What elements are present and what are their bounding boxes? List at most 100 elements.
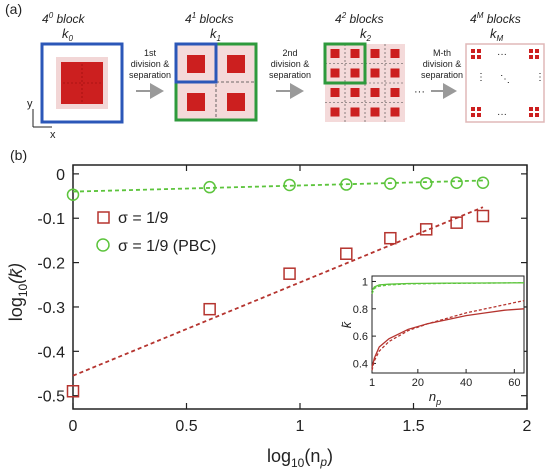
inset-plot: 1 20 40 60 1 0.8 0.6 0.4 np k̄ [339,275,525,407]
block-2-diagram [323,42,405,122]
sub-block [330,49,340,58]
point-series-2 [419,176,433,190]
legend-label-series-1: σ = 1/9 [118,210,168,227]
panel-a: (a) 40 block k0 41 blocks k1 42 blocks k… [5,1,545,141]
inset-y-axis-label: k̄ [339,320,354,328]
x-tick-label: 0.5 [175,418,197,435]
sub-block [330,88,340,97]
svg-text:k2: k2 [360,26,372,43]
point-series-1 [203,302,216,316]
block-1-diagram [174,42,258,122]
step-2-label: 2nd division & separation [269,48,311,80]
main-fit-lines [72,179,484,377]
inset-line-red-dashed [371,299,525,371]
point-series-1 [340,247,353,260]
inset-x-tick-label: 20 [412,377,424,389]
fit-line-series-1 [72,206,484,377]
x-tick-label: 2 [523,418,532,435]
axis-x-label: x [50,129,56,141]
svg-text:2nd: 2nd [282,48,297,58]
legend: σ = 1/9 σ = 1/9 (PBC) [96,210,216,255]
sub-block [350,68,360,78]
inset-line-green-solid [371,282,525,292]
svg-text:4M blocks: 4M blocks [470,11,521,26]
sub-block [370,68,380,78]
sub-block [350,49,360,58]
svg-text:42 blocks: 42 blocks [335,11,384,26]
svg-text:separation: separation [421,70,463,80]
axis-y-label: y [27,98,33,110]
inset-x-axis-label: np [429,389,441,407]
svg-text:separation: separation [269,70,311,80]
sub-block [350,88,360,97]
block-title-2: 42 blocks k2 [335,11,384,43]
y-tick-label: -0.3 [37,300,65,317]
legend-marker-square [97,211,110,224]
sub-block [390,88,400,97]
sub-block [390,49,400,58]
svg-text:···: ··· [497,109,507,120]
svg-text:division &: division & [271,59,310,69]
svg-text:40 block: 40 block [42,11,85,26]
sub-block [390,107,400,117]
inset-y-tick-label: 1 [362,276,368,288]
legend-marker-circle [96,238,110,252]
fit-line-series-2 [72,179,483,193]
inset-x-tick-label: 60 [508,377,520,389]
panel-b-label: (b) [10,147,27,163]
svg-text:kM: kM [490,26,504,43]
sub-block [390,68,400,78]
main-y-axis-label: log10(k̄) [6,263,30,321]
svg-text:k0: k0 [62,26,74,43]
block-title-0: 40 block k0 [42,11,85,43]
legend-label-series-2: σ = 1/9 (PBC) [118,238,216,255]
point-series-1 [384,231,397,245]
point-series-1 [476,209,490,223]
sub-block [370,88,380,97]
point-series-1 [450,216,463,229]
point-series-2 [283,178,296,192]
main-points [66,176,490,398]
svg-text:division &: division & [131,59,170,69]
y-tick-label: 0 [56,167,65,184]
point-series-2 [340,178,353,191]
block-0-diagram [40,42,124,124]
x-tick-label: 1 [296,418,305,435]
inset-x-tick-label: 40 [460,377,472,389]
svg-text:division &: division & [423,59,462,69]
point-series-2 [384,177,397,190]
step-ellipsis: ··· [414,86,425,98]
step-3-label: M-th division & separation [421,48,463,80]
step-1-label: 1st division & separation [129,48,171,80]
inset-frame [371,275,525,374]
svg-text:⋮: ⋮ [476,72,486,83]
inset-lines [371,282,525,371]
y-tick-label: -0.4 [37,344,65,361]
inset-ticks: 1 20 40 60 1 0.8 0.6 0.4 [353,276,521,389]
sub-block [350,107,360,117]
svg-text:⋮: ⋮ [535,72,545,83]
block-title-1: 41 blocks k1 [185,11,234,43]
panel-a-label: (a) [5,1,22,17]
point-series-2 [450,176,463,189]
svg-text:k1: k1 [210,26,221,43]
x-tick-label: 1.5 [402,418,424,435]
point-series-1 [419,223,433,236]
x-tick-label: 0 [69,418,78,435]
xy-axes-indicator: x y [27,98,56,141]
point-series-1 [283,267,296,280]
y-tick-label: -0.1 [37,211,65,228]
sub-block [330,107,340,117]
sub-block [330,68,340,78]
inset-y-tick-label: 0.4 [353,358,368,370]
block-title-3: 4M blocks kM [470,11,521,43]
inset-y-tick-label: 0.6 [353,331,368,343]
main-x-axis-label: log10(np) [267,446,333,470]
inset-x-tick-label: 1 [369,377,375,389]
svg-text:separation: separation [129,70,171,80]
svg-text:⋱: ⋱ [500,74,510,85]
point-series-1 [66,385,80,398]
y-tick-label: -0.2 [37,256,65,273]
sub-block [370,107,380,117]
